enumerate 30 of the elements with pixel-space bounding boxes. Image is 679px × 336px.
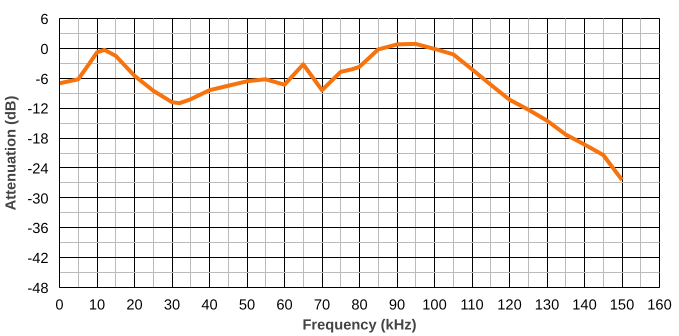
y-tick-label: -18 xyxy=(27,132,49,148)
x-tick-label: 20 xyxy=(126,298,143,314)
x-tick-label: 160 xyxy=(647,298,672,314)
x-tick-label: 40 xyxy=(201,298,218,314)
x-tick-label: 110 xyxy=(460,298,484,314)
x-tick-label: 60 xyxy=(276,298,293,314)
y-tick-label: -12 xyxy=(27,102,49,118)
x-tick-label: 100 xyxy=(422,298,447,314)
x-tick-label: 50 xyxy=(238,298,256,314)
y-tick-label: -30 xyxy=(27,191,49,208)
y-tick-label: -48 xyxy=(27,281,49,297)
y-tick-label: -6 xyxy=(35,72,49,88)
y-tick-label: -36 xyxy=(27,221,49,238)
y-tick-label: 6 xyxy=(40,12,49,28)
x-axis-title: Frequency (kHz) xyxy=(302,318,417,334)
x-tick-label: 80 xyxy=(351,298,368,314)
y-tick-label: -24 xyxy=(27,161,49,178)
y-tick-label: 0 xyxy=(40,42,49,58)
x-tick-label: 140 xyxy=(572,298,597,314)
y-axis-title: Attenuation (dB) xyxy=(3,95,20,210)
x-tick-label: 90 xyxy=(388,298,406,314)
line-series xyxy=(60,42,624,182)
x-tick-label: 0 xyxy=(55,298,64,314)
x-tick-label: 70 xyxy=(314,298,330,314)
x-tick-label: 10 xyxy=(88,298,106,314)
x-tick-label: 120 xyxy=(497,298,522,314)
y-tick-label: -42 xyxy=(27,251,49,268)
x-tick-label: 130 xyxy=(534,298,560,314)
x-tick-label: 150 xyxy=(610,298,634,314)
x-tick-label: 30 xyxy=(164,298,180,314)
